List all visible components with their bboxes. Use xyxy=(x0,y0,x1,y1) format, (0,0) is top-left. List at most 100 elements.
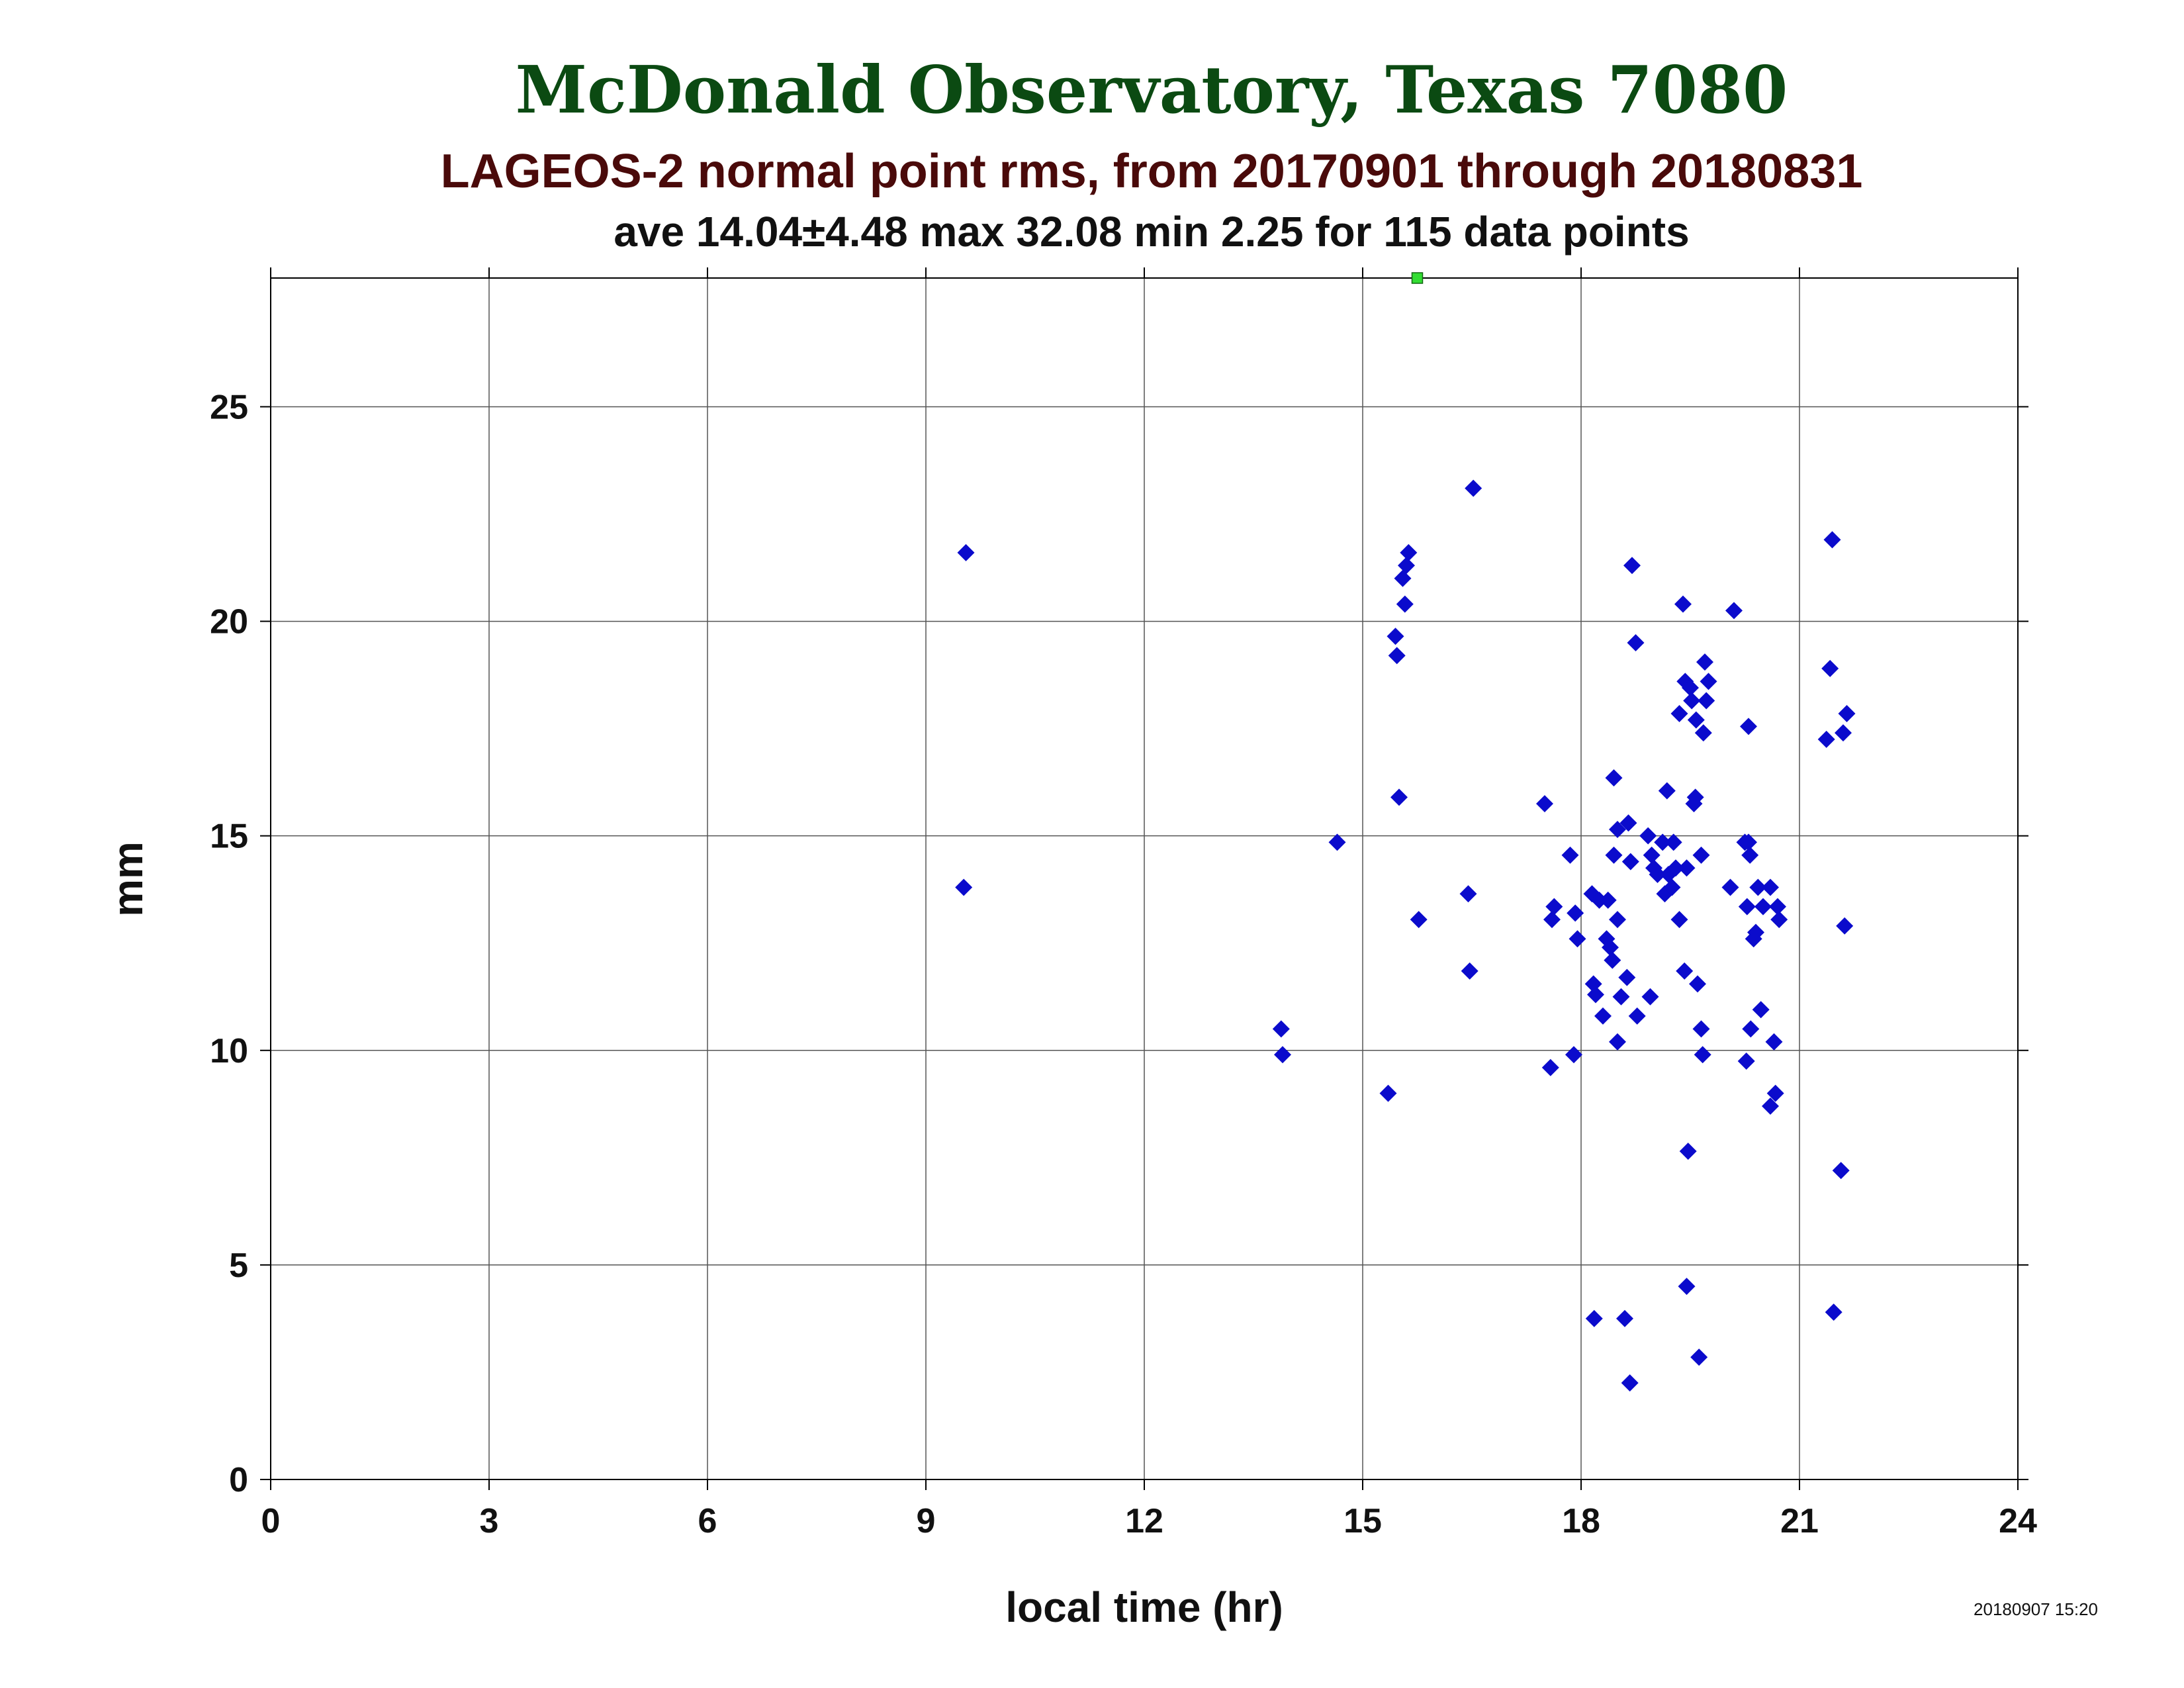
x-axis-label: local time (hr) xyxy=(1005,1583,1283,1631)
data-point xyxy=(1621,853,1639,870)
data-point xyxy=(1609,1033,1626,1051)
data-point xyxy=(1692,846,1710,864)
data-point xyxy=(1459,885,1477,903)
data-point xyxy=(1565,1046,1582,1064)
data-point xyxy=(1836,917,1854,935)
data-point xyxy=(1619,814,1637,832)
data-point xyxy=(1823,531,1841,549)
data-point xyxy=(1627,633,1645,651)
chart-title: McDonald Observatory, Texas 7080 xyxy=(516,52,1788,128)
data-point xyxy=(1616,1309,1633,1327)
y-tick-label: 15 xyxy=(210,818,248,856)
data-point xyxy=(1465,479,1482,497)
data-point xyxy=(1686,788,1704,806)
data-point xyxy=(1682,679,1699,697)
y-axis-label: mm xyxy=(104,841,152,917)
data-point xyxy=(1609,820,1626,838)
data-point xyxy=(1658,782,1676,800)
data-point xyxy=(1594,1007,1612,1025)
data-point xyxy=(1410,911,1428,929)
data-point xyxy=(1612,988,1630,1006)
timestamp: 20180907 15:20 xyxy=(1974,1599,2098,1619)
data-point xyxy=(1765,1033,1783,1051)
data-point xyxy=(1587,986,1604,1004)
y-tick-label: 0 xyxy=(229,1461,248,1499)
data-point xyxy=(1683,692,1701,710)
data-point xyxy=(1752,1001,1770,1019)
tick-labels: 0 3 6 9 12 15 18 21 24 0 5 10 15 20 25 xyxy=(210,388,2037,1540)
data-point xyxy=(1689,975,1706,993)
chart-stats: ave 14.04±4.48 max 32.08 min 2.25 for 11… xyxy=(614,208,1689,256)
data-point xyxy=(1747,923,1764,941)
data-point xyxy=(1740,833,1757,851)
data-point xyxy=(1274,1046,1291,1064)
data-point xyxy=(1649,866,1666,884)
data-point xyxy=(1749,878,1767,896)
data-point xyxy=(1623,557,1641,575)
data-point xyxy=(1737,1052,1755,1070)
data-point xyxy=(1825,1303,1843,1321)
data-point xyxy=(1742,1020,1760,1038)
data-point xyxy=(1696,653,1713,671)
data-point xyxy=(1567,904,1584,922)
data-point xyxy=(1674,595,1692,613)
data-point xyxy=(1670,911,1688,929)
data-point xyxy=(1605,846,1623,864)
data-point xyxy=(1678,1278,1696,1295)
data-point xyxy=(1838,704,1856,722)
data-point xyxy=(1766,1084,1784,1102)
x-tick-label: 12 xyxy=(1125,1502,1163,1540)
data-point xyxy=(1769,898,1786,915)
data-point xyxy=(1690,1348,1708,1366)
data-point xyxy=(1641,988,1659,1006)
data-point xyxy=(1536,795,1553,813)
data-point xyxy=(1628,1007,1646,1025)
data-point xyxy=(1609,911,1626,929)
data-point xyxy=(1618,968,1636,986)
data-point xyxy=(1328,833,1346,851)
data-point xyxy=(1561,846,1579,864)
data-point xyxy=(1396,595,1414,613)
axis-ticks xyxy=(260,267,2028,1490)
x-tick-label: 0 xyxy=(261,1502,281,1540)
data-point xyxy=(1670,704,1688,722)
data-point xyxy=(1604,951,1621,969)
chart-subtitle: LAGEOS-2 normal point rms, from 20170901… xyxy=(441,145,1863,198)
data-point xyxy=(1741,846,1759,864)
data-point xyxy=(1643,846,1661,864)
data-point xyxy=(1762,878,1779,896)
data-point xyxy=(1738,898,1756,915)
x-tick-label: 6 xyxy=(698,1502,717,1540)
data-point xyxy=(1599,891,1617,909)
data-points xyxy=(955,272,1856,1392)
data-point xyxy=(1585,1309,1603,1327)
y-tick-label: 5 xyxy=(229,1246,248,1285)
x-tick-label: 3 xyxy=(480,1502,499,1540)
data-point xyxy=(1694,724,1712,742)
data-point xyxy=(1400,543,1418,561)
data-point xyxy=(1678,859,1696,877)
outlier-marker xyxy=(1411,272,1424,284)
data-point xyxy=(1654,833,1672,851)
data-point xyxy=(1832,1162,1850,1180)
data-point xyxy=(1664,833,1682,851)
data-point xyxy=(1590,891,1608,909)
data-point xyxy=(1272,1020,1290,1038)
data-point xyxy=(955,878,973,896)
data-point xyxy=(1817,730,1835,748)
data-point xyxy=(1692,1020,1710,1038)
data-point xyxy=(1679,1143,1697,1160)
x-tick-label: 9 xyxy=(917,1502,936,1540)
data-point xyxy=(1394,569,1412,587)
data-point xyxy=(1398,557,1415,575)
x-tick-label: 24 xyxy=(1999,1502,2037,1540)
data-point xyxy=(1390,788,1408,806)
data-point xyxy=(1700,673,1717,690)
data-point xyxy=(1821,659,1839,677)
data-point xyxy=(1762,1098,1779,1115)
data-point xyxy=(957,543,975,561)
data-point xyxy=(1379,1084,1397,1102)
data-point xyxy=(1569,930,1586,948)
data-point xyxy=(1754,898,1772,915)
data-point xyxy=(1740,718,1757,735)
